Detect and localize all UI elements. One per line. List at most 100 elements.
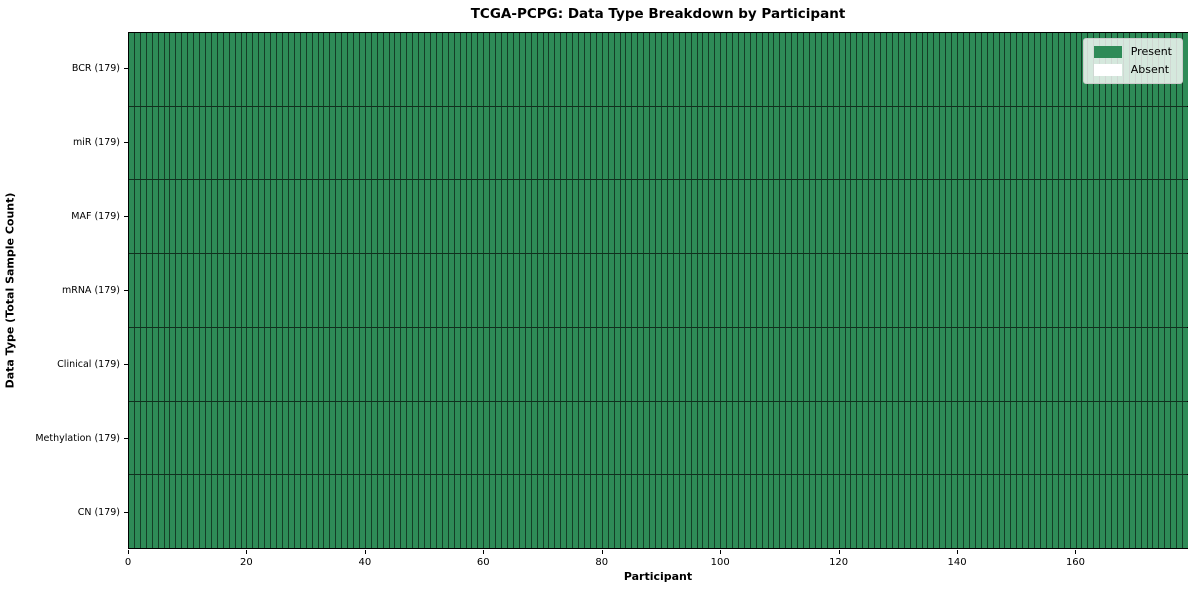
heatmap-cell <box>542 475 549 549</box>
heatmap-cell <box>998 327 1005 401</box>
heatmap-cell <box>1134 180 1141 254</box>
heatmap-cell <box>335 327 342 401</box>
heatmap-cell <box>868 33 875 106</box>
heatmap-cell <box>1016 401 1023 475</box>
heatmap-cell <box>856 33 863 106</box>
heatmap-cell <box>844 180 851 254</box>
heatmap-cell <box>637 327 644 401</box>
heatmap-cell <box>305 401 312 475</box>
heatmap-cell <box>891 254 898 327</box>
heatmap-cell <box>151 33 158 106</box>
heatmap-cell <box>980 254 987 327</box>
heatmap-cell <box>702 475 709 549</box>
heatmap-cell <box>945 33 952 106</box>
heatmap-cell <box>909 254 916 327</box>
heatmap-cell <box>388 475 395 549</box>
heatmap-cell <box>129 254 134 327</box>
heatmap-cell <box>341 327 348 401</box>
heatmap-cell <box>749 401 756 475</box>
heatmap-cell <box>199 106 205 180</box>
heatmap-cell <box>613 33 620 106</box>
heatmap-cell <box>791 254 798 327</box>
heatmap-cell <box>631 401 638 475</box>
heatmap-cell <box>1022 180 1029 254</box>
heatmap-cell <box>1152 180 1159 254</box>
heatmap-cell <box>157 254 164 327</box>
heatmap-cell <box>1158 180 1165 254</box>
heatmap-cell <box>1152 401 1159 475</box>
heatmap-cell <box>951 401 958 475</box>
heatmap-cell <box>1146 106 1153 180</box>
heatmap-cell <box>382 475 389 549</box>
heatmap-cell <box>583 475 590 549</box>
heatmap-cell <box>714 106 721 180</box>
heatmap-cell <box>412 475 419 549</box>
heatmap-cell <box>234 254 241 327</box>
heatmap-cell <box>933 254 940 327</box>
heatmap-cell <box>139 254 146 327</box>
heatmap-cell <box>903 254 910 327</box>
heatmap-cell <box>862 33 869 106</box>
heatmap-cell <box>281 327 288 401</box>
heatmap-cell <box>1087 254 1094 327</box>
heatmap-cell <box>1004 327 1011 401</box>
heatmap-cell <box>844 475 851 549</box>
heatmap-cell <box>992 475 999 549</box>
heatmap-cell <box>1093 475 1100 549</box>
heatmap-cell <box>1105 475 1112 549</box>
heatmap-cell <box>708 254 715 327</box>
heatmap-cell <box>228 106 235 180</box>
heatmap-cell <box>548 33 555 106</box>
heatmap-cell <box>749 327 756 401</box>
heatmap-cell <box>151 327 158 401</box>
heatmap-cell <box>175 180 182 254</box>
heatmap-cell <box>572 180 579 254</box>
heatmap-cell <box>1116 106 1123 180</box>
heatmap-cell <box>897 180 904 254</box>
heatmap-cell <box>619 106 626 180</box>
heatmap-cell <box>459 327 466 401</box>
heatmap-cell <box>210 475 217 549</box>
heatmap-cell <box>501 401 507 475</box>
heatmap-cell <box>986 401 993 475</box>
heatmap-cell <box>992 180 999 254</box>
x-tick-label: 120 <box>829 557 849 568</box>
heatmap-cell <box>554 327 561 401</box>
heatmap-cell <box>388 180 395 254</box>
heatmap-cell <box>785 33 792 106</box>
y-tick-label: MAF (179) <box>71 211 120 223</box>
x-tick-label: 160 <box>1065 557 1086 568</box>
heatmap-cell <box>1010 33 1017 106</box>
heatmap-cell <box>1069 401 1076 475</box>
heatmap-cell <box>589 475 596 549</box>
heatmap-cell <box>1105 401 1112 475</box>
heatmap-cell <box>400 106 407 180</box>
heatmap-cell <box>1051 180 1058 254</box>
heatmap-cell <box>1170 254 1177 327</box>
heatmap-cell <box>281 180 288 254</box>
heatmap-cell <box>1152 327 1159 401</box>
heatmap-cell <box>589 33 596 106</box>
heatmap-cell <box>1028 33 1035 106</box>
heatmap-cell <box>708 327 715 401</box>
heatmap-cell <box>1134 254 1141 327</box>
heatmap-cell <box>281 254 288 327</box>
heatmap-cell <box>903 475 910 549</box>
heatmap-cell <box>945 327 952 401</box>
heatmap-cell <box>1081 106 1088 180</box>
heatmap-cell <box>986 254 993 327</box>
heatmap-cell <box>400 180 407 254</box>
heatmap-cell <box>797 33 804 106</box>
heatmap-cell <box>767 33 774 106</box>
heatmap-cell <box>264 180 271 254</box>
heatmap-cell <box>1010 106 1017 180</box>
heatmap-cell <box>927 33 934 106</box>
heatmap-cell <box>181 401 188 475</box>
heatmap-cell <box>826 180 833 254</box>
heatmap-cell <box>737 475 744 549</box>
heatmap-cell <box>939 180 946 254</box>
heatmap-cell <box>939 33 946 106</box>
heatmap-cell <box>1063 475 1070 549</box>
heatmap-cell <box>1057 401 1064 475</box>
heatmap-cell <box>193 254 200 327</box>
